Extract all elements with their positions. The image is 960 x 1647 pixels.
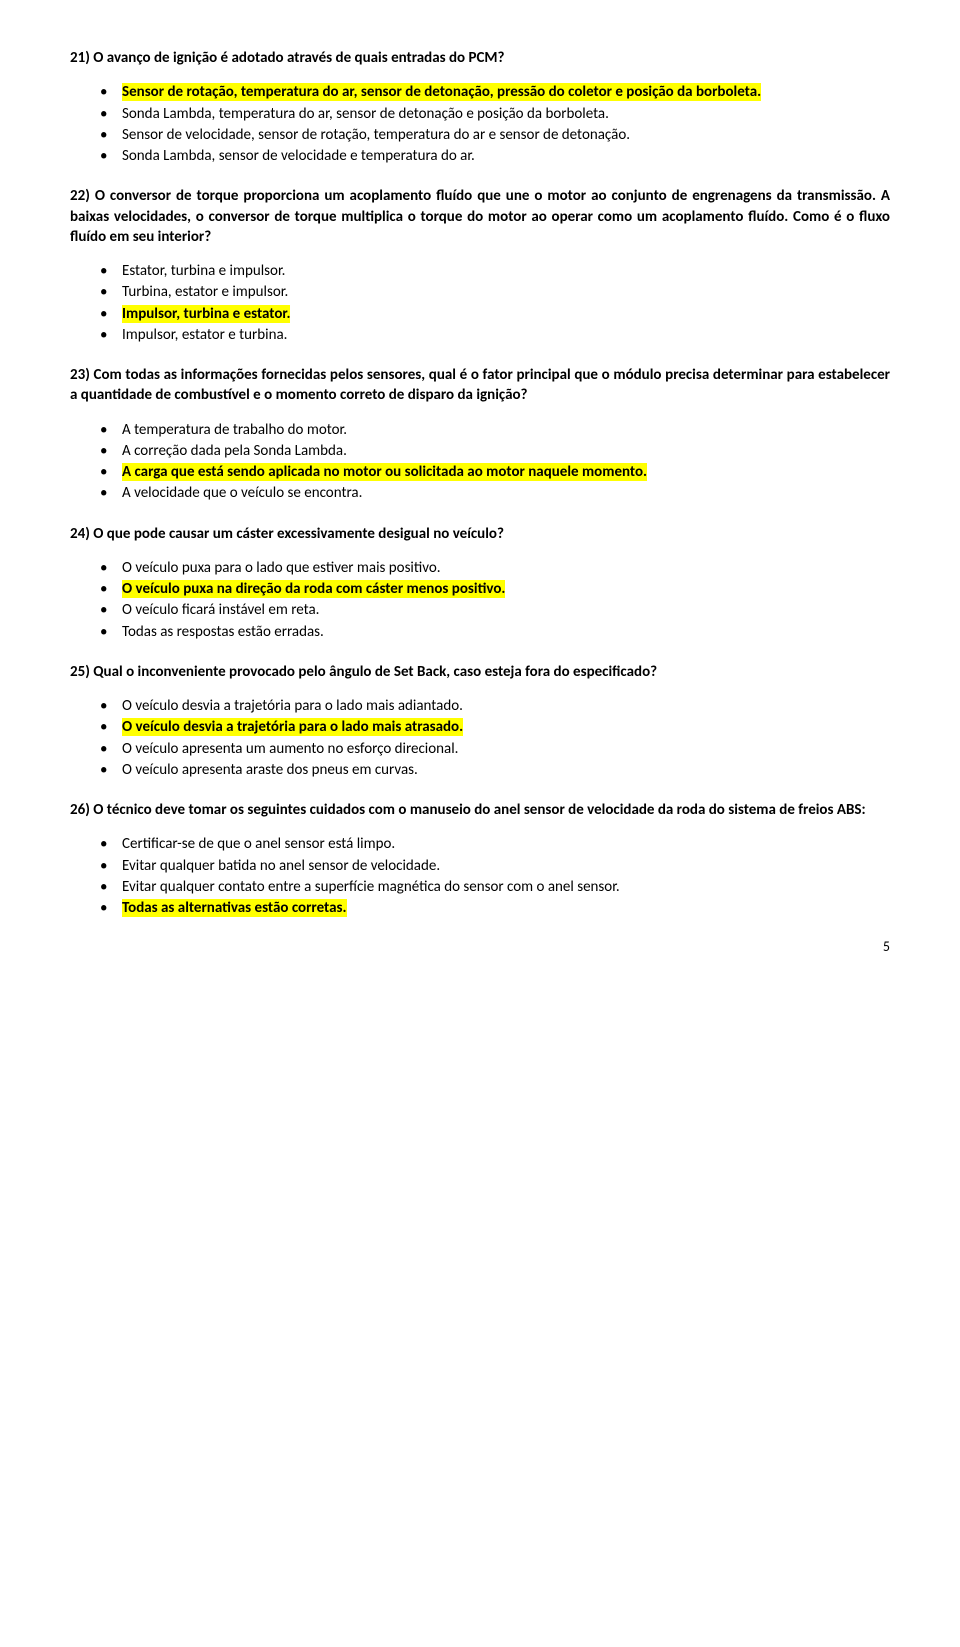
list-item: A temperatura de trabalho do motor. xyxy=(100,420,890,440)
option-text: Todas as alternativas estão corretas. xyxy=(122,899,347,917)
question-24: 24) O que pode causar um cáster excessiv… xyxy=(70,524,890,544)
list-item: Sensor de velocidade, sensor de rotação,… xyxy=(100,125,890,145)
list-item: A carga que está sendo aplicada no motor… xyxy=(100,462,890,482)
option-text: O veículo puxa para o lado que estiver m… xyxy=(122,559,441,577)
question-26: 26) O técnico deve tomar os seguintes cu… xyxy=(70,800,890,820)
option-text: Impulsor, estator e turbina. xyxy=(122,326,287,344)
option-text: A carga que está sendo aplicada no motor… xyxy=(122,463,647,481)
list-item: A velocidade que o veículo se encontra. xyxy=(100,483,890,503)
list-item: Todas as alternativas estão corretas. xyxy=(100,898,890,918)
list-item: O veículo ficará instável em reta. xyxy=(100,600,890,620)
options-21: Sensor de rotação, temperatura do ar, se… xyxy=(70,82,890,166)
list-item: O veículo desvia a trajetória para o lad… xyxy=(100,717,890,737)
list-item: Sonda Lambda, temperatura do ar, sensor … xyxy=(100,104,890,124)
question-25: 25) Qual o inconveniente provocado pelo … xyxy=(70,662,890,682)
option-text: Impulsor, turbina e estator. xyxy=(122,305,290,323)
question-22: 22) O conversor de torque proporciona um… xyxy=(70,186,890,247)
question-23: 23) Com todas as informações fornecidas … xyxy=(70,365,890,406)
option-text: Sensor de rotação, temperatura do ar, se… xyxy=(122,83,761,101)
list-item: A correção dada pela Sonda Lambda. xyxy=(100,441,890,461)
option-text: O veículo apresenta um aumento no esforç… xyxy=(122,740,458,758)
list-item: Sonda Lambda, sensor de velocidade e tem… xyxy=(100,146,890,166)
options-25: O veículo desvia a trajetória para o lad… xyxy=(70,696,890,780)
list-item: Estator, turbina e impulsor. xyxy=(100,261,890,281)
option-text: A correção dada pela Sonda Lambda. xyxy=(122,442,347,460)
option-text: Sonda Lambda, temperatura do ar, sensor … xyxy=(122,105,609,123)
list-item: Sensor de rotação, temperatura do ar, se… xyxy=(100,82,890,102)
list-item: O veículo apresenta araste dos pneus em … xyxy=(100,760,890,780)
option-text: Sensor de velocidade, sensor de rotação,… xyxy=(122,126,630,144)
list-item: Evitar qualquer batida no anel sensor de… xyxy=(100,856,890,876)
options-24: O veículo puxa para o lado que estiver m… xyxy=(70,558,890,642)
option-text: O veículo desvia a trajetória para o lad… xyxy=(122,697,463,715)
list-item: Turbina, estator e impulsor. xyxy=(100,282,890,302)
option-text: Turbina, estator e impulsor. xyxy=(122,283,288,301)
options-23: A temperatura de trabalho do motor. A co… xyxy=(70,420,890,504)
option-text: Certificar-se de que o anel sensor está … xyxy=(122,835,395,853)
option-text: O veículo puxa na direção da roda com cá… xyxy=(122,580,505,598)
option-text: Evitar qualquer batida no anel sensor de… xyxy=(122,857,440,875)
option-text: O veículo ficará instável em reta. xyxy=(122,601,319,619)
list-item: O veículo puxa para o lado que estiver m… xyxy=(100,558,890,578)
option-text: Todas as respostas estão erradas. xyxy=(122,623,324,641)
option-text: A velocidade que o veículo se encontra. xyxy=(122,484,362,502)
list-item: Todas as respostas estão erradas. xyxy=(100,622,890,642)
list-item: Certificar-se de que o anel sensor está … xyxy=(100,834,890,854)
list-item: Impulsor, estator e turbina. xyxy=(100,325,890,345)
list-item: O veículo desvia a trajetória para o lad… xyxy=(100,696,890,716)
option-text: O veículo apresenta araste dos pneus em … xyxy=(122,761,418,779)
option-text: O veículo desvia a trajetória para o lad… xyxy=(122,718,463,736)
option-text: Sonda Lambda, sensor de velocidade e tem… xyxy=(122,147,475,165)
option-text: A temperatura de trabalho do motor. xyxy=(122,421,347,439)
list-item: Impulsor, turbina e estator. xyxy=(100,304,890,324)
list-item: O veículo puxa na direção da roda com cá… xyxy=(100,579,890,599)
question-21: 21) O avanço de ignição é adotado atravé… xyxy=(70,48,890,68)
option-text: Evitar qualquer contato entre a superfíc… xyxy=(122,878,620,896)
list-item: O veículo apresenta um aumento no esforç… xyxy=(100,739,890,759)
options-26: Certificar-se de que o anel sensor está … xyxy=(70,834,890,918)
option-text: Estator, turbina e impulsor. xyxy=(122,262,285,280)
page-number: 5 xyxy=(70,938,890,957)
list-item: Evitar qualquer contato entre a superfíc… xyxy=(100,877,890,897)
options-22: Estator, turbina e impulsor. Turbina, es… xyxy=(70,261,890,345)
